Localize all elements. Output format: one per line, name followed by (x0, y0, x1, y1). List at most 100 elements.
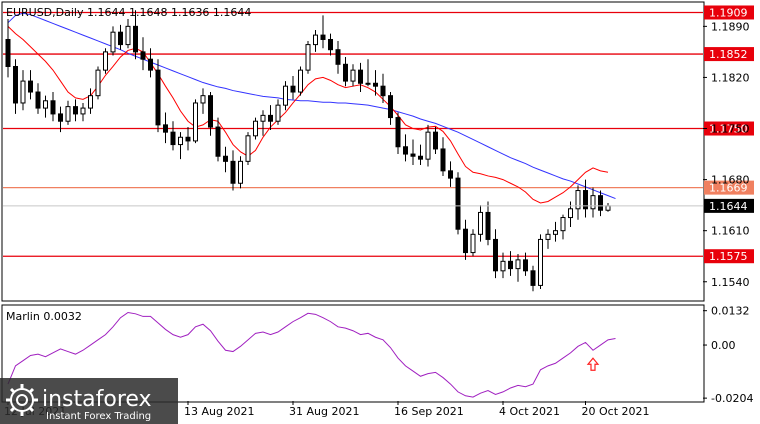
candle (260, 110, 266, 136)
moving-average-red (7, 25, 609, 204)
candle (320, 15, 326, 49)
x-tick-label: 31 Aug 2021 (289, 405, 359, 418)
watermark-logo: instaforex Instant Forex Trading (0, 378, 178, 424)
candle (418, 144, 423, 165)
x-tick-label: 4 Oct 2021 (499, 405, 560, 418)
candle (500, 252, 506, 279)
y-tick-label: 1.1750 (711, 123, 750, 136)
candle (275, 99, 281, 125)
moving-average-blue (7, 12, 616, 200)
candle (410, 139, 416, 165)
candle (50, 92, 56, 122)
candle (253, 117, 258, 140)
watermark-brand: instaforex (42, 387, 152, 412)
candle (545, 229, 551, 249)
level-label: 1.1669 (709, 182, 748, 195)
candle (13, 59, 18, 114)
candle (73, 99, 78, 122)
candle (88, 88, 93, 114)
y-tick-label: 1.1540 (711, 276, 750, 289)
y-tick-label: 1.1610 (711, 225, 750, 238)
candle (455, 172, 461, 235)
candle (268, 105, 273, 130)
candle (125, 19, 131, 49)
candle (598, 190, 603, 217)
current-price-line: 1.1644 (3, 198, 754, 213)
candle (388, 92, 393, 125)
up-arrow-icon (586, 357, 600, 371)
candle (185, 127, 191, 151)
candle (523, 252, 528, 276)
candle (298, 66, 303, 96)
candle (493, 229, 498, 279)
candle (508, 251, 513, 276)
candle (463, 219, 468, 260)
chart-title: EURUSD,Daily 1.1644 1.1648 1.1636 1.1644 (6, 6, 251, 19)
candle (485, 201, 491, 246)
candle (80, 102, 86, 122)
level-label: 1.1909 (709, 6, 748, 19)
candle (425, 124, 431, 167)
candle (583, 179, 588, 218)
watermark-logo-icon (6, 384, 38, 416)
candle (305, 40, 311, 74)
candle (328, 33, 333, 56)
indicator-y-axis: 0.0132 0.00 -0.0204 (703, 305, 753, 405)
candle (448, 161, 453, 187)
current-price-badge: 1.1644 (704, 198, 754, 213)
indicator-y-tick-label: 0.0132 (711, 305, 750, 318)
candle (283, 81, 288, 111)
candle (395, 112, 401, 155)
candle (313, 30, 318, 52)
candle (380, 73, 386, 103)
x-tick-label: 16 Sep 2021 (394, 405, 464, 418)
candle (178, 132, 183, 160)
candle (155, 59, 161, 133)
candle (200, 88, 206, 114)
candle (403, 134, 408, 162)
marlin-line (7, 311, 616, 398)
candle (193, 99, 198, 144)
candle (575, 185, 581, 220)
candle (470, 229, 476, 257)
watermark-tagline: Instant Forex Trading (46, 411, 151, 422)
level-badge: 1.1852 (704, 47, 754, 62)
candle (163, 112, 168, 144)
main-candles (5, 10, 611, 292)
level-label: 1.1750 (709, 123, 748, 136)
indicator-series (7, 311, 616, 398)
candle (20, 70, 26, 111)
current-price-label: 1.1644 (709, 200, 748, 213)
candle (358, 62, 363, 93)
candle (530, 265, 536, 292)
candle (290, 75, 296, 100)
candle (148, 48, 153, 78)
candle (515, 254, 521, 282)
main-y-axis: 1.1890 1.1820 1.1750 1.1680 1.1610 1.1540 (703, 20, 750, 289)
main-ma-lines (7, 12, 616, 204)
y-tick-label: 1.1680 (711, 174, 750, 187)
level-badge: 1.1669 (704, 180, 754, 195)
candle (373, 70, 378, 96)
candle (433, 127, 438, 155)
level-badge: 1.1575 (704, 249, 754, 264)
candle (238, 156, 243, 189)
candle (538, 234, 543, 290)
indicator-title: Marlin 0.0032 (6, 310, 82, 323)
candle (170, 121, 176, 151)
x-tick-label: 13 Aug 2021 (184, 405, 254, 418)
candle (245, 132, 251, 165)
level-badge: 1.1750 (704, 121, 754, 136)
indicator-y-tick-label: 0.00 (711, 339, 736, 352)
candle (95, 66, 101, 100)
candle (478, 205, 483, 242)
candle (335, 40, 341, 74)
y-tick-label: 1.1890 (711, 20, 750, 33)
candle (440, 137, 446, 176)
candle (103, 48, 108, 74)
candle (215, 117, 221, 162)
candle (230, 150, 236, 191)
candle (5, 19, 11, 78)
